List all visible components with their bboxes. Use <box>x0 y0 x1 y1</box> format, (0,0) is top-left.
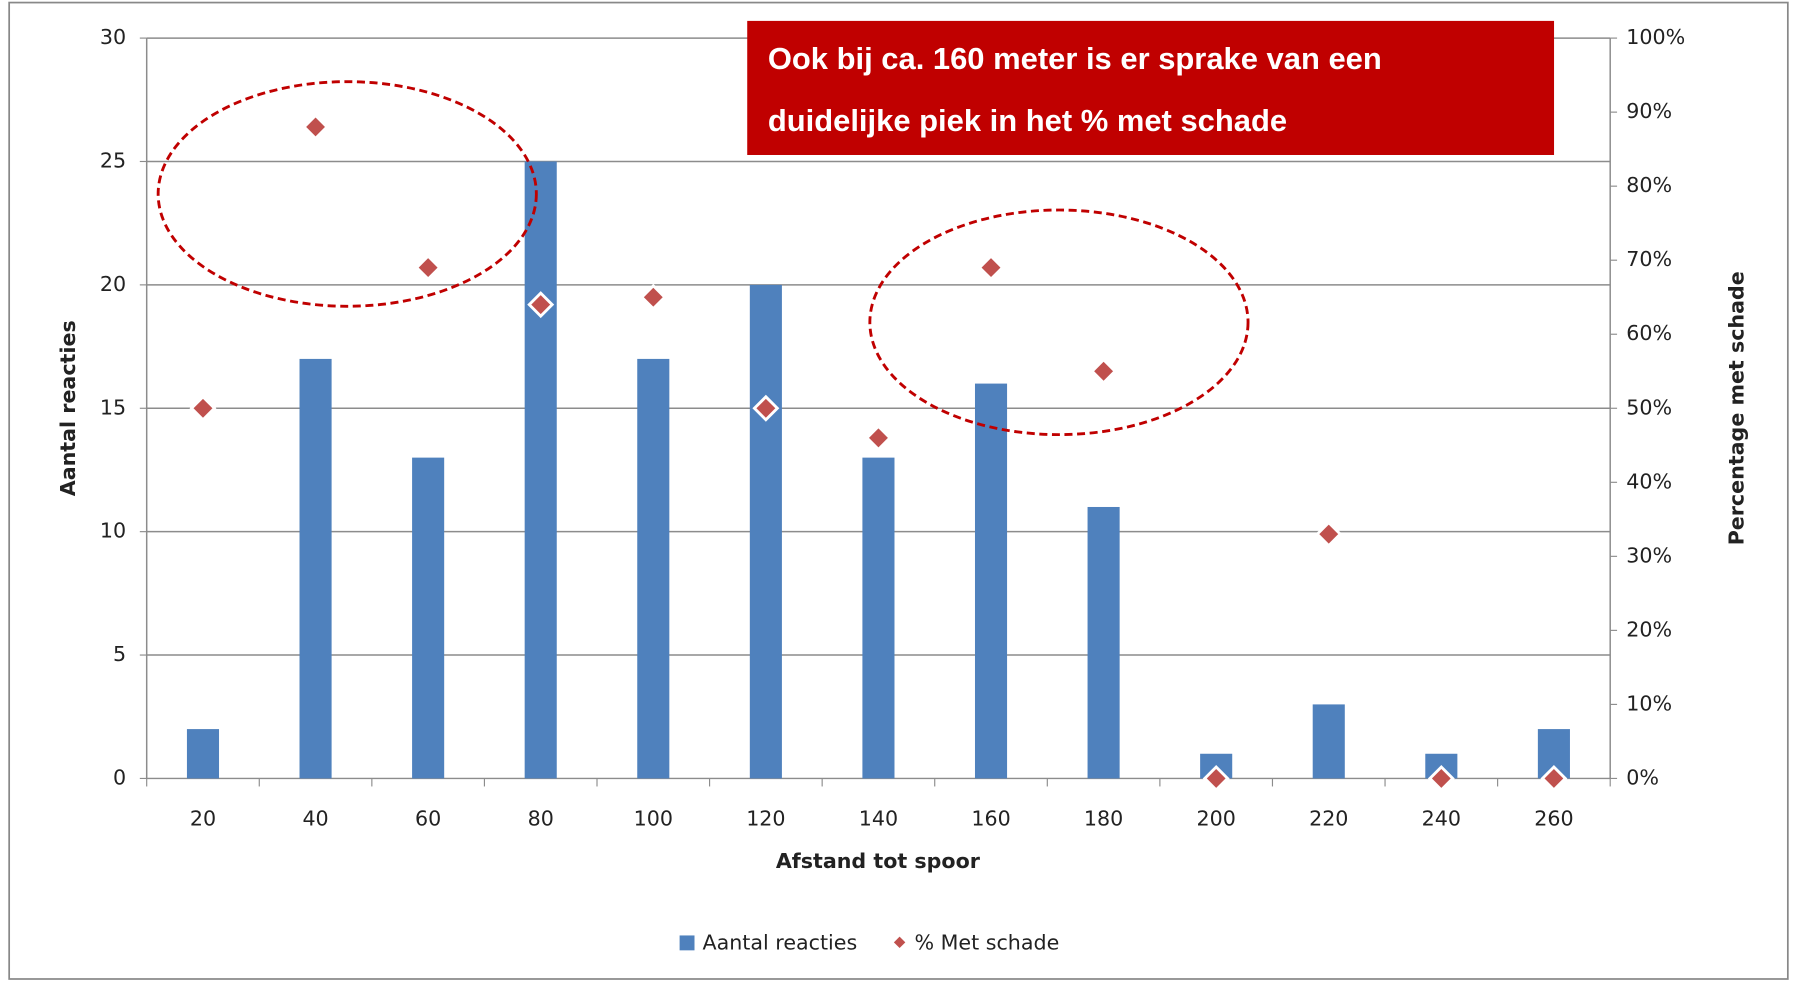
marker <box>864 424 892 452</box>
x-tick-label: 80 <box>528 807 554 831</box>
x-tick-label: 40 <box>302 807 328 831</box>
x-tick-label: 20 <box>190 807 216 831</box>
y2-tick-label: 60% <box>1626 321 1672 345</box>
y2-tick-label: 70% <box>1626 247 1672 271</box>
marker <box>414 254 442 282</box>
legend-label: Aantal reacties <box>703 930 858 954</box>
marker <box>752 394 780 422</box>
y-tick-label: 15 <box>100 395 126 419</box>
x-tick-label: 200 <box>1197 807 1236 831</box>
annotation-text: Ook bij ca. 160 meter is er sprake van e… <box>768 41 1382 76</box>
highlight-ellipse <box>156 80 538 308</box>
y2-axis-title: Percentage met schade <box>1724 271 1748 545</box>
y-axis-title: Aantal reacties <box>56 320 80 496</box>
y-tick-label: 5 <box>113 642 126 666</box>
bar <box>974 383 1008 779</box>
x-tick-label: 220 <box>1309 807 1348 831</box>
y2-tick-label: 90% <box>1626 99 1672 123</box>
x-tick-label: 180 <box>1084 807 1123 831</box>
marker <box>639 283 667 311</box>
bar <box>862 457 895 779</box>
y2-tick-label: 80% <box>1626 173 1672 197</box>
x-tick-label: 240 <box>1422 807 1461 831</box>
y2-tick-label: 10% <box>1626 691 1672 715</box>
y-tick-label: 10 <box>100 519 126 543</box>
marker <box>977 254 1005 282</box>
y2-tick-label: 20% <box>1626 617 1672 641</box>
marker <box>302 113 330 141</box>
x-tick-label: 120 <box>746 807 785 831</box>
marker <box>1540 764 1568 792</box>
bar <box>1312 704 1345 779</box>
x-tick-label: 140 <box>859 807 898 831</box>
y2-tick-label: 30% <box>1626 543 1672 567</box>
bar <box>637 358 670 779</box>
y-tick-label: 30 <box>100 25 126 49</box>
y2-tick-label: 50% <box>1626 395 1672 419</box>
x-tick-label: 100 <box>634 807 673 831</box>
annotation-box <box>747 20 1555 155</box>
x-tick-label: 60 <box>415 807 441 831</box>
y2-tick-label: 0% <box>1626 765 1659 789</box>
marker <box>1315 520 1343 548</box>
marker <box>527 291 555 319</box>
marker <box>189 394 217 422</box>
y2-tick-label: 100% <box>1626 25 1685 49</box>
y2-tick-label: 40% <box>1626 469 1672 493</box>
x-axis-title: Afstand tot spoor <box>776 849 981 873</box>
y-tick-label: 0 <box>113 765 126 789</box>
y-tick-label: 25 <box>100 148 126 172</box>
legend-swatch <box>893 936 906 949</box>
legend-swatch <box>679 935 695 951</box>
highlight-ellipse <box>868 208 1250 437</box>
annotation-text: duidelijke piek in het % met schade <box>768 103 1287 138</box>
bar <box>524 161 557 779</box>
marker <box>1090 357 1118 385</box>
bar <box>186 729 220 779</box>
legend-label: % Met schade <box>915 930 1060 954</box>
bar <box>412 457 445 779</box>
x-tick-label: 160 <box>971 807 1010 831</box>
y-tick-label: 20 <box>100 272 126 296</box>
marker <box>1202 764 1230 792</box>
bar <box>299 358 332 779</box>
x-tick-label: 260 <box>1534 807 1573 831</box>
marker <box>1427 764 1455 792</box>
bar <box>1087 506 1120 779</box>
bar <box>749 284 782 779</box>
